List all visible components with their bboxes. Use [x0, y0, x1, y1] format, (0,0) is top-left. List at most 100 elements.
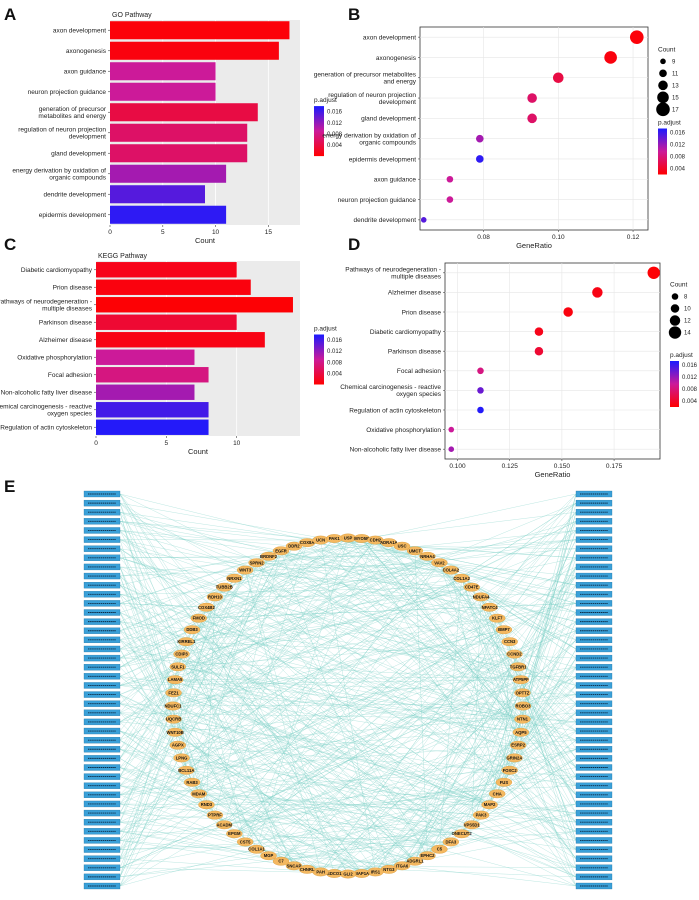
colorbar-label: 0.012: [670, 143, 686, 149]
gene-label: NDUFA4: [473, 594, 490, 599]
x-tick-label: 0.150: [554, 463, 571, 470]
gene-label: UCN: [316, 538, 325, 543]
gene-label: RAB3: [186, 780, 198, 785]
category-label: axonogenesis: [376, 55, 417, 62]
gene-label: KLF7: [492, 616, 503, 621]
data-point: [630, 30, 644, 44]
gene-label: SPRN2: [250, 560, 265, 565]
edge: [215, 597, 462, 834]
edge: [427, 540, 576, 557]
colorbar-label: 0.012: [682, 375, 698, 381]
panel-label-b: B: [348, 5, 360, 24]
chart-title: KEGG Pathway: [98, 253, 148, 260]
gene-label: ATP5PF: [513, 677, 529, 682]
chart-title: GO Pathway: [112, 12, 152, 19]
gene-label: CHA: [493, 791, 502, 796]
x-tick-label: 15: [265, 229, 273, 236]
edge: [120, 494, 348, 874]
gene-label: DFA3: [446, 839, 457, 844]
gene-label: PAK1: [329, 536, 341, 541]
gene-label: DDR2: [288, 544, 300, 549]
category-label: Focal adhesion: [397, 368, 441, 375]
gene-label: EPGM: [228, 831, 241, 836]
gene-label: WNT10B: [167, 730, 184, 735]
edge: [120, 556, 427, 694]
edge: [510, 770, 576, 858]
gene-label: AGPX: [172, 743, 184, 748]
x-tick-label: 0.10: [552, 234, 565, 241]
data-point: [421, 217, 427, 223]
data-point: [477, 407, 484, 414]
size-legend-label: 17: [672, 107, 679, 113]
data-point: [535, 347, 544, 356]
gene-label: VAV2: [434, 560, 445, 565]
x-tick-label: 0.100: [449, 463, 466, 470]
x-tick-label: 0: [108, 229, 112, 236]
gene-label: PTPRF: [208, 813, 222, 818]
edge: [518, 745, 576, 840]
data-point: [476, 155, 484, 163]
bar: [96, 297, 293, 312]
x-tick-label: 0.125: [502, 463, 519, 470]
size-legend-dot: [658, 81, 668, 91]
x-tick-label: 10: [233, 440, 241, 447]
gene-label: ONECUT2: [452, 831, 473, 836]
gene-label: SNCAP: [287, 863, 302, 868]
category-label: Alzheimer disease: [388, 290, 441, 297]
gene-label: UQCRB: [166, 717, 181, 722]
gene-label: NRHA4: [420, 554, 435, 559]
edge: [518, 576, 576, 667]
edge: [120, 538, 348, 685]
gene-label: KIRREL1: [177, 639, 196, 644]
gene-label: DDB3: [186, 627, 198, 632]
gene-label: LPNG: [176, 755, 188, 760]
gene-label: CD47E: [465, 585, 479, 590]
gene-label: C5: [437, 847, 443, 852]
gene-label: TUBB2B: [216, 585, 233, 590]
gene-label: MAP2: [484, 802, 496, 807]
category-label: axon guidance: [64, 69, 107, 76]
gene-label: FEZ1: [168, 690, 179, 695]
gene-label: TGFBR1: [510, 664, 527, 669]
colorbar: [670, 361, 679, 407]
bar: [96, 385, 194, 400]
data-point: [563, 307, 572, 316]
edge: [120, 585, 199, 618]
gene-label: UMCT: [409, 548, 422, 553]
gene-label: RDH10: [208, 594, 222, 599]
gene-label: GLI2: [343, 872, 353, 877]
category-label: axonogenesis: [66, 48, 107, 55]
data-point: [604, 51, 617, 64]
edge: [199, 794, 576, 841]
category-label: dendrite development: [43, 192, 106, 199]
gene-label: FOXC2: [503, 768, 518, 773]
legend-title: p.adjust: [314, 326, 337, 333]
category-label: epidermis development: [39, 212, 106, 219]
size-legend-dot: [656, 103, 670, 117]
size-legend-label: 14: [684, 331, 691, 337]
category-label: Non-alcoholic fatty liver disease: [350, 447, 442, 454]
x-tick-label: 0: [94, 440, 98, 447]
bar: [110, 42, 279, 60]
bar: [96, 350, 194, 365]
data-point: [477, 368, 484, 375]
gene-label: FMOD: [193, 616, 205, 621]
gene-label: OPTTZ: [516, 690, 530, 695]
gene-label: FUS: [500, 780, 509, 785]
gene-label: RND3: [201, 802, 213, 807]
data-point: [477, 387, 484, 394]
colorbar-label: 0.008: [670, 155, 686, 161]
data-point: [553, 72, 564, 83]
panel-label-c: C: [4, 235, 16, 254]
data-point: [447, 196, 454, 203]
gene-label: USP: [344, 536, 353, 541]
gene-label: ROBO3: [516, 704, 532, 709]
category-label: Regulation of actin cytoskeleton: [0, 425, 92, 432]
gene-label: GRIN2A: [507, 755, 523, 760]
x-tick-label: 5: [165, 440, 169, 447]
